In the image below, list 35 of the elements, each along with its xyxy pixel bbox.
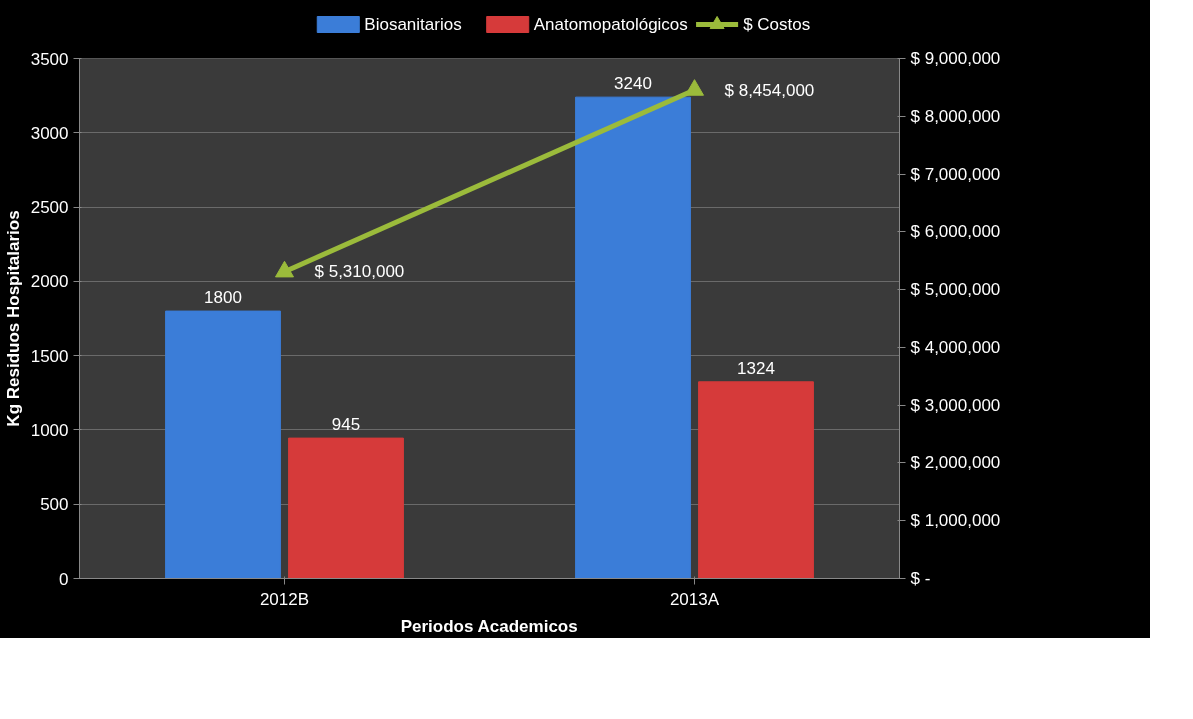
bar xyxy=(165,310,281,579)
legend-label: $ Costos xyxy=(743,15,811,34)
y-tick-label: 2000 xyxy=(30,272,69,292)
x-tick-label: 2013A xyxy=(669,589,720,609)
y-tick-label: 1000 xyxy=(30,420,69,440)
y-tick-label: 500 xyxy=(40,495,69,515)
y2-tick-label: $ 2,000,000 xyxy=(910,453,1001,473)
y2-tick-label: $ - xyxy=(910,569,931,588)
x-axis-title: Periodos Academicos xyxy=(400,616,578,636)
legend-label: Biosanitarios xyxy=(364,15,462,34)
y-tick-label: 1500 xyxy=(30,346,69,366)
bar xyxy=(288,437,404,579)
data-label: 3240 xyxy=(614,74,652,94)
data-label: 1324 xyxy=(737,358,775,378)
data-label: $ 5,310,000 xyxy=(314,262,405,282)
legend-label: Anatomopatológicos xyxy=(533,15,688,34)
data-label: 1800 xyxy=(204,288,242,308)
y2-tick-label: $ 6,000,000 xyxy=(910,222,1001,242)
y-tick-label: 3000 xyxy=(30,123,69,143)
bar xyxy=(698,381,814,579)
y2-tick-label: $ 5,000,000 xyxy=(910,280,1001,300)
y-tick-label: 3500 xyxy=(30,49,69,69)
y2-tick-label: $ 4,000,000 xyxy=(910,337,1001,357)
y-axis-title: Kg Residuos Hospitalarios xyxy=(3,210,23,427)
y-tick-label: 0 xyxy=(59,569,69,589)
y2-tick-label: $ 8,000,000 xyxy=(910,106,1001,126)
data-label: 945 xyxy=(331,415,361,435)
y2-tick-label: $ 7,000,000 xyxy=(910,164,1001,184)
bar xyxy=(575,96,691,579)
y2-tick-label: $ 9,000,000 xyxy=(910,49,1001,68)
data-label: $ 8,454,000 xyxy=(724,80,815,100)
y2-tick-label: $ 3,000,000 xyxy=(910,395,1001,415)
y2-tick-label: $ 1,000,000 xyxy=(910,511,1001,531)
y-tick-label: 2500 xyxy=(30,198,69,218)
x-tick-label: 2012B xyxy=(259,589,310,609)
